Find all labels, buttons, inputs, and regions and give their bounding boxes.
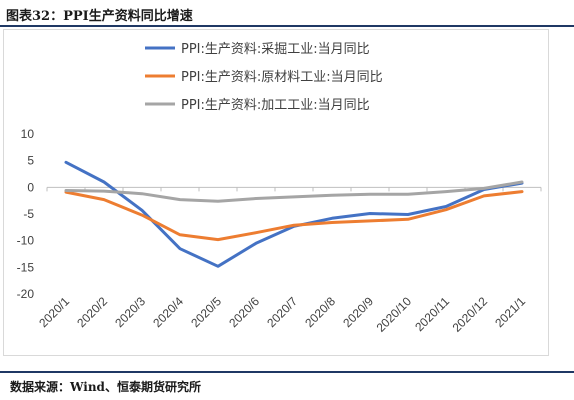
figure-title: 图表32：PPI生产资料同比增速 [6,9,193,24]
x-tick-label: 2020/10 [374,294,415,335]
x-tick-label: 2021/1 [492,294,528,330]
series-line-3 [64,180,524,203]
x-tick-label: 2020/7 [264,294,300,330]
plot-frame [3,29,549,356]
series-line-2 [64,190,524,242]
x-tick-label: 2020/1 [36,294,72,330]
x-tick-label: 2020/5 [188,294,224,330]
source-note: 数据来源：Wind、恒泰期货研究所 [10,380,201,394]
x-tick-label: 2020/3 [112,294,148,330]
bottom-rule [0,371,574,373]
y-tick-label: 0 [27,180,34,194]
y-tick-label: -20 [17,287,35,301]
y-tick-label: 5 [27,154,34,168]
x-tick-label: 2020/12 [450,294,491,335]
y-tick-label: -10 [17,234,35,248]
legend-label-1: PPI:生产资料:采掘工业:当月同比 [181,42,370,57]
top-rule [0,25,574,27]
legend: PPI:生产资料:采掘工业:当月同比 PPI:生产资料:原材料工业:当月同比 PPI… [145,42,383,113]
x-tick-label: 2020/9 [340,294,376,330]
x-tick-label: 2020/4 [150,294,186,330]
legend-label-2: PPI:生产资料:原材料工业:当月同比 [181,70,383,85]
series-lines [64,160,524,268]
x-tick-label: 2020/8 [302,294,338,330]
x-tick-label: 2020/11 [412,294,452,334]
y-axis: 10 5 0 -5 -10 -15 -20 [17,127,35,301]
legend-label-3: PPI:生产资料:加工工业:当月同比 [181,98,370,113]
y-tick-label: 10 [21,127,35,141]
x-tick-label: 2020/6 [226,294,262,330]
x-axis: 2020/1 2020/2 2020/3 2020/4 2020/5 2020/6 2020… [36,186,542,335]
series-line-1 [64,160,524,268]
y-tick-label: -5 [23,207,34,221]
y-tick-label: -15 [17,260,35,274]
x-tick-label: 2020/2 [74,294,110,330]
